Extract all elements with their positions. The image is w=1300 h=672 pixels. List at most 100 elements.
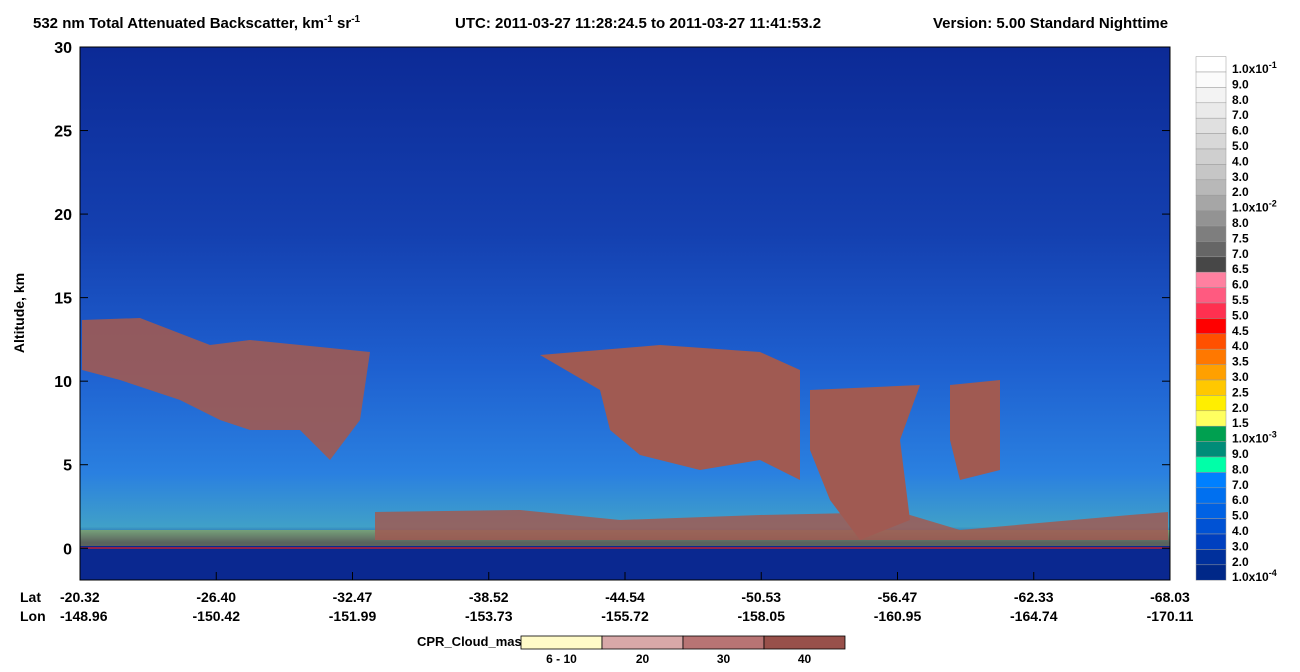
colorbar-label: 6.0 [1232,278,1249,292]
colorbar-box [1195,364,1227,381]
colorbar-label-exp: -2 [1269,199,1277,209]
colorbar-label-text: 7.0 [1232,108,1249,122]
colorbar-label: 5.0 [1232,509,1249,523]
colorbar-box [1195,456,1227,473]
lon-label: -150.42 [193,608,241,624]
colorbar-label-text: 4.0 [1232,524,1249,538]
colorbar-box [1195,549,1227,566]
colorbar-label-text: 3.0 [1232,539,1249,553]
colorbar-label-text: 1.0x10 [1232,570,1269,584]
colorbar-label-text: 7.5 [1232,231,1249,245]
colorbar-label: 4.0 [1232,154,1249,168]
colorbar-label: 8.0 [1232,462,1249,476]
colorbar-box [1195,225,1227,242]
colorbar-box [1195,348,1227,365]
colorbar-label: 2.0 [1232,401,1249,415]
colorbar-label: 5.0 [1232,139,1249,153]
colorbar-label-text: 1.5 [1232,416,1249,430]
title-exp: -1 [351,14,360,25]
title-time: UTC: 2011-03-27 11:28:24.5 to 2011-03-27… [455,15,821,32]
colorbar-label-text: 6.0 [1232,278,1249,292]
colorbar-label: 3.5 [1232,355,1249,369]
colorbar-label-text: 1.0x10 [1232,62,1269,76]
lat-label: -62.33 [1014,589,1054,605]
colorbar-box [1195,533,1227,550]
colorbar-label: 1.0x10-4 [1232,568,1277,584]
lat-label: -50.53 [741,589,781,605]
lat-label: -44.54 [605,589,645,605]
mask-label: 40 [798,652,812,666]
colorbar-label-text: 2.5 [1232,385,1249,399]
colorbar-box [1195,379,1227,396]
mask-label: 6 - 10 [546,652,577,666]
colorbar-label-text: 5.0 [1232,308,1249,322]
colorbar-label: 9.0 [1232,447,1249,461]
colorbar-box [1195,287,1227,304]
y-tick-label: 5 [63,458,72,475]
colorbar-label-text: 7.0 [1232,247,1249,261]
colorbar-label-text: 8.0 [1232,216,1249,230]
lon-label: -151.99 [329,608,377,624]
lon-label: -170.11 [1147,608,1194,624]
colorbar-label-text: 1.0x10 [1232,201,1269,215]
lon-label: -160.95 [874,608,922,624]
lat-label: -38.52 [469,589,509,605]
colorbar-label-text: 2.0 [1232,185,1249,199]
colorbar-label-text: 9.0 [1232,447,1249,461]
backscatter-field [80,47,1170,580]
colorbar-label-text: 6.0 [1232,124,1249,138]
y-tick-label: 25 [54,124,72,141]
colorbar-label: 6.0 [1232,124,1249,138]
colorbar-label-text: 2.0 [1232,401,1249,415]
colorbar-label: 2.5 [1232,385,1249,399]
y-tick-label: 30 [54,40,72,57]
title-unit: sr [333,15,352,32]
colorbar-box [1195,502,1227,519]
x-row-label: Lat [20,589,41,605]
colorbar-box [1195,210,1227,227]
y-tick-label: 20 [54,207,72,224]
colorbar-label: 4.5 [1232,324,1249,338]
mask-box [763,635,846,650]
colorbar-label-exp: -1 [1269,60,1277,70]
lon-label: -158.05 [738,608,786,624]
colorbar-label: 6.5 [1232,262,1249,276]
title-version: Version: 5.00 Standard Nighttime [933,15,1168,32]
colorbar-label-text: 4.0 [1232,154,1249,168]
colorbar-box [1195,102,1227,119]
colorbar-box [1195,56,1227,73]
colorbar-label-text: 5.5 [1232,293,1249,307]
colorbar-label-text: 6.5 [1232,262,1249,276]
mask-box [601,635,684,650]
colorbar-label-text: 1.0x10 [1232,432,1269,446]
colorbar-label: 4.0 [1232,524,1249,538]
colorbar-label-exp: -3 [1269,430,1277,440]
colorbar-label: 7.0 [1232,478,1249,492]
colorbar-box [1195,518,1227,535]
colorbar-label: 9.0 [1232,77,1249,91]
colorbar-box [1195,256,1227,273]
colorbar-label: 8.0 [1232,216,1249,230]
colorbar-label-text: 9.0 [1232,77,1249,91]
colorbar-box [1195,133,1227,150]
title-main: 532 nm Total Attenuated Backscatter, km [33,15,324,32]
colorbar-box [1195,333,1227,350]
y-tick-label: 15 [54,291,72,308]
colorbar-box [1195,564,1227,581]
colorbar-box [1195,164,1227,181]
mask-label: 30 [717,652,731,666]
lon-label: -153.73 [465,608,513,624]
colorbar-box [1195,302,1227,319]
mask-label: 20 [636,652,650,666]
colorbar-box [1195,117,1227,134]
colorbar-label-text: 3.0 [1232,370,1249,384]
chart-title: 532 nm Total Attenuated Backscatter, km -… [33,14,1168,32]
colorbar-box [1195,395,1227,412]
mask-box [682,635,765,650]
colorbar-box [1195,410,1227,427]
colorbar-box [1195,472,1227,489]
colorbar-label-text: 6.0 [1232,493,1249,507]
lon-label: -164.74 [1010,608,1058,624]
colorbar-box [1195,441,1227,458]
